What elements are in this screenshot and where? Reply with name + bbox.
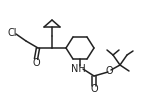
Text: Cl: Cl (7, 28, 17, 38)
Text: O: O (32, 58, 40, 68)
Text: NH: NH (71, 64, 85, 74)
Text: O: O (105, 66, 113, 76)
Text: O: O (90, 84, 98, 94)
